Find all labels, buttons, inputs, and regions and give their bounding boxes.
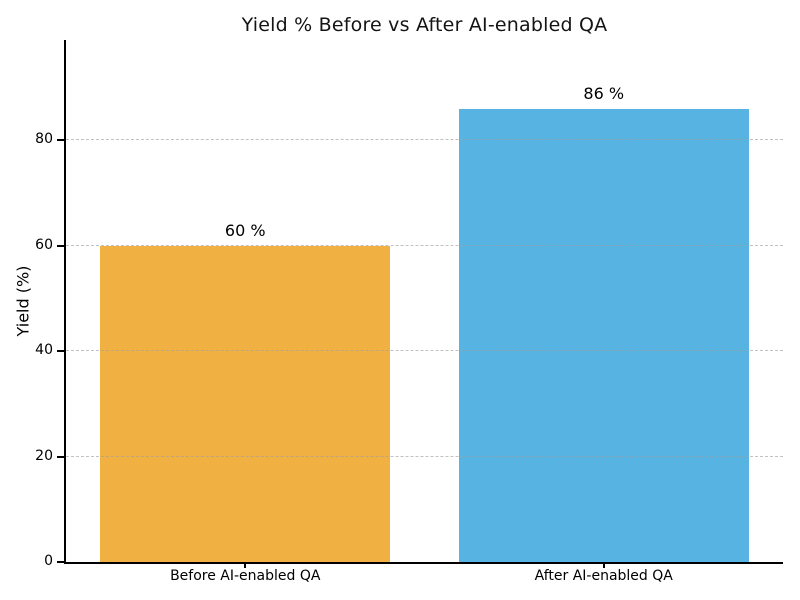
chart-title: Yield % Before vs After AI-enabled QA [241,14,608,36]
y-tick-label-20: 20 [35,447,53,464]
x-tick-label-1: After AI-enabled QA [534,568,673,584]
bar-value-label-0: 60 % [224,221,266,240]
x-tick-label-0: Before AI-enabled QA [170,568,321,584]
bar-1 [458,109,749,562]
y-axis-label: Yield (%) [13,265,33,337]
y-tick-label-0: 0 [44,553,53,569]
y-tick-label-60: 60 [35,236,53,253]
gridline-80 [66,139,783,141]
gridline-60 [66,244,783,246]
plot-area: 60 % 86 % [64,40,783,564]
x-axis-spine [64,562,783,564]
gridline-20 [66,455,783,457]
y-tick-label-80: 80 [35,131,53,148]
bar-0 [100,246,391,562]
x-tick-mark-1 [602,562,605,568]
y-tick-mark-0 [57,561,64,563]
bar-value-label-1: 86 % [583,84,625,103]
y-tick-mark-20 [57,455,64,458]
y-tick-mark-80 [57,139,64,142]
y-tick-label-40: 40 [35,342,53,359]
y-axis-spine [64,40,66,564]
gridline-40 [66,350,783,352]
x-tick-mark-0 [244,562,247,568]
y-tick-mark-40 [57,350,64,353]
y-tick-mark-60 [57,244,64,247]
